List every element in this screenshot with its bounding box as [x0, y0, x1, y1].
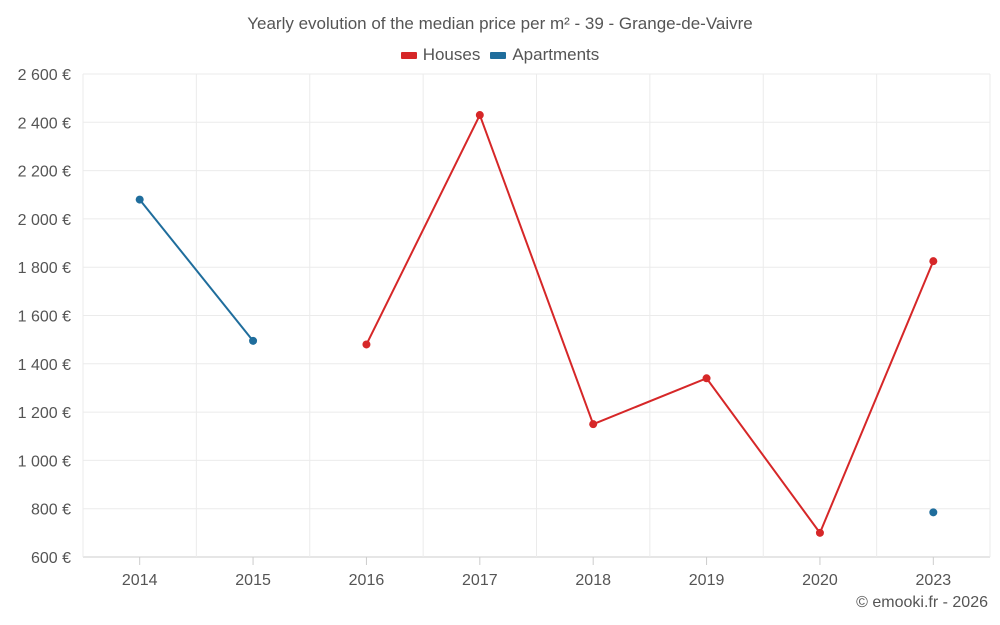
x-tick-label: 2023	[916, 572, 952, 589]
legend-swatch-apartments	[490, 51, 507, 59]
series-line-houses	[365, 114, 935, 534]
x-tick-label: 2019	[689, 572, 725, 589]
x-tick-label: 2016	[349, 572, 385, 589]
data-point-apartments-2014	[135, 195, 144, 204]
data-point-houses-2017	[475, 111, 484, 120]
credit-text: © emooki.fr - 2026	[856, 594, 988, 611]
data-point-apartments-2023	[929, 508, 938, 517]
data-point-houses-2016	[362, 340, 371, 349]
x-tick-label: 2014	[122, 572, 158, 589]
legend-item-apartments[interactable]: Apartments	[490, 45, 599, 65]
data-point-houses-2018	[589, 420, 598, 429]
legend-swatch-houses	[400, 51, 417, 59]
y-tick-label: 1 600 €	[18, 309, 71, 326]
x-tick-label: 2017	[462, 572, 498, 589]
y-tick-label: 2 400 €	[18, 115, 71, 132]
data-point-houses-2019	[702, 374, 711, 383]
y-tick-label: 600 €	[31, 550, 71, 567]
x-tick-label: 2018	[575, 572, 611, 589]
data-point-houses-2020	[815, 528, 824, 537]
legend-label-houses: Houses	[422, 45, 481, 64]
y-tick-label: 2 600 €	[18, 67, 71, 84]
x-tick-label: 2015	[235, 572, 271, 589]
data-point-apartments-2015	[249, 336, 258, 345]
y-tick-label: 2 000 €	[18, 212, 71, 229]
y-tick-label: 1 400 €	[18, 357, 71, 374]
y-tick-label: 1 200 €	[18, 405, 71, 422]
legend-label-apartments: Apartments	[512, 45, 600, 64]
legend-item-houses[interactable]: Houses	[400, 45, 481, 65]
data-point-houses-2023	[929, 257, 938, 266]
y-tick-label: 1 000 €	[18, 453, 71, 470]
chart-title: Yearly evolution of the median price per…	[247, 14, 753, 33]
y-tick-label: 800 €	[31, 502, 71, 519]
series-line-apartments	[138, 198, 254, 342]
y-tick-label: 1 800 €	[18, 260, 71, 277]
y-tick-label: 2 200 €	[18, 164, 71, 181]
x-tick-label: 2020	[802, 572, 838, 589]
legend: Houses Apartments	[0, 45, 1000, 65]
